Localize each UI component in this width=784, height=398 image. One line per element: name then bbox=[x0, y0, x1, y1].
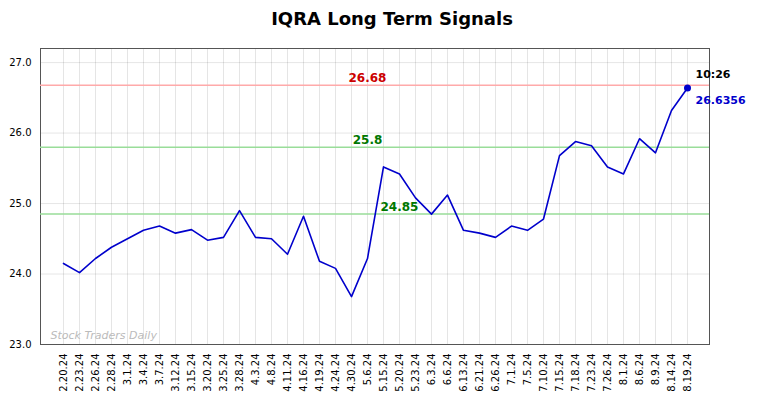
svg-text:4.3.24: 4.3.24 bbox=[250, 354, 261, 386]
svg-text:7.10.24: 7.10.24 bbox=[538, 354, 549, 392]
svg-text:8.1.24: 8.1.24 bbox=[618, 354, 629, 386]
svg-text:7.1.24: 7.1.24 bbox=[506, 354, 517, 386]
svg-text:8.19.24: 8.19.24 bbox=[682, 354, 693, 392]
svg-text:4.11.24: 4.11.24 bbox=[282, 354, 293, 392]
svg-text:3.1.24: 3.1.24 bbox=[122, 354, 133, 386]
svg-text:4.16.24: 4.16.24 bbox=[298, 354, 309, 392]
svg-text:8.14.24: 8.14.24 bbox=[666, 354, 677, 392]
svg-text:3.7.24: 3.7.24 bbox=[154, 354, 165, 386]
svg-text:27.0: 27.0 bbox=[9, 57, 31, 68]
svg-text:4.30.24: 4.30.24 bbox=[346, 354, 357, 392]
svg-text:3.20.24: 3.20.24 bbox=[202, 354, 213, 392]
svg-text:6.21.24: 6.21.24 bbox=[474, 354, 485, 392]
svg-text:24.85: 24.85 bbox=[381, 200, 419, 214]
svg-text:2.20.24: 2.20.24 bbox=[58, 354, 69, 392]
svg-text:5.23.24: 5.23.24 bbox=[410, 354, 421, 392]
svg-text:7.15.24: 7.15.24 bbox=[554, 354, 565, 392]
svg-text:25.8: 25.8 bbox=[353, 133, 383, 147]
svg-text:3.25.24: 3.25.24 bbox=[218, 354, 229, 392]
html-text:IQRA Long Term Signals: IQRA Long Term Signals bbox=[271, 8, 513, 29]
svg-text:6.6.24: 6.6.24 bbox=[442, 354, 453, 386]
svg-text:4.24.24: 4.24.24 bbox=[330, 354, 341, 392]
svg-text:26.6356: 26.6356 bbox=[696, 94, 746, 107]
svg-text:5.15.24: 5.15.24 bbox=[378, 354, 389, 392]
svg-text:5.6.24: 5.6.24 bbox=[362, 354, 373, 386]
svg-text:7.26.24: 7.26.24 bbox=[602, 354, 613, 392]
svg-text:3.12.24: 3.12.24 bbox=[170, 354, 181, 392]
svg-text:3.4.24: 3.4.24 bbox=[138, 354, 149, 386]
svg-text:7.5.24: 7.5.24 bbox=[522, 354, 533, 386]
svg-text:8.6.24: 8.6.24 bbox=[634, 354, 645, 386]
svg-text:6.13.24: 6.13.24 bbox=[458, 354, 469, 392]
svg-text:2.26.24: 2.26.24 bbox=[90, 354, 101, 392]
svg-text:26.0: 26.0 bbox=[9, 127, 31, 138]
svg-text:5.20.24: 5.20.24 bbox=[394, 354, 405, 392]
svg-text:3.15.24: 3.15.24 bbox=[186, 354, 197, 392]
svg-text:23.0: 23.0 bbox=[9, 339, 31, 350]
svg-text:3.28.24: 3.28.24 bbox=[234, 354, 245, 392]
svg-text:2.23.24: 2.23.24 bbox=[74, 354, 85, 392]
svg-text:6.3.24: 6.3.24 bbox=[426, 354, 437, 386]
svg-text:4.8.24: 4.8.24 bbox=[266, 354, 277, 386]
svg-text:26.68: 26.68 bbox=[349, 71, 387, 85]
svg-text:7.18.24: 7.18.24 bbox=[570, 354, 581, 392]
svg-text:4.19.24: 4.19.24 bbox=[314, 354, 325, 392]
svg-text:6.26.24: 6.26.24 bbox=[490, 354, 501, 392]
svg-text:Stock Traders Daily: Stock Traders Daily bbox=[51, 329, 158, 342]
svg-text:10:26: 10:26 bbox=[696, 68, 731, 81]
svg-text:24.0: 24.0 bbox=[9, 268, 31, 279]
svg-text:7.23.24: 7.23.24 bbox=[586, 354, 597, 392]
svg-text:25.0: 25.0 bbox=[9, 198, 31, 209]
svg-text:2.28.24: 2.28.24 bbox=[106, 354, 117, 392]
svg-text:8.9.24: 8.9.24 bbox=[650, 354, 661, 386]
